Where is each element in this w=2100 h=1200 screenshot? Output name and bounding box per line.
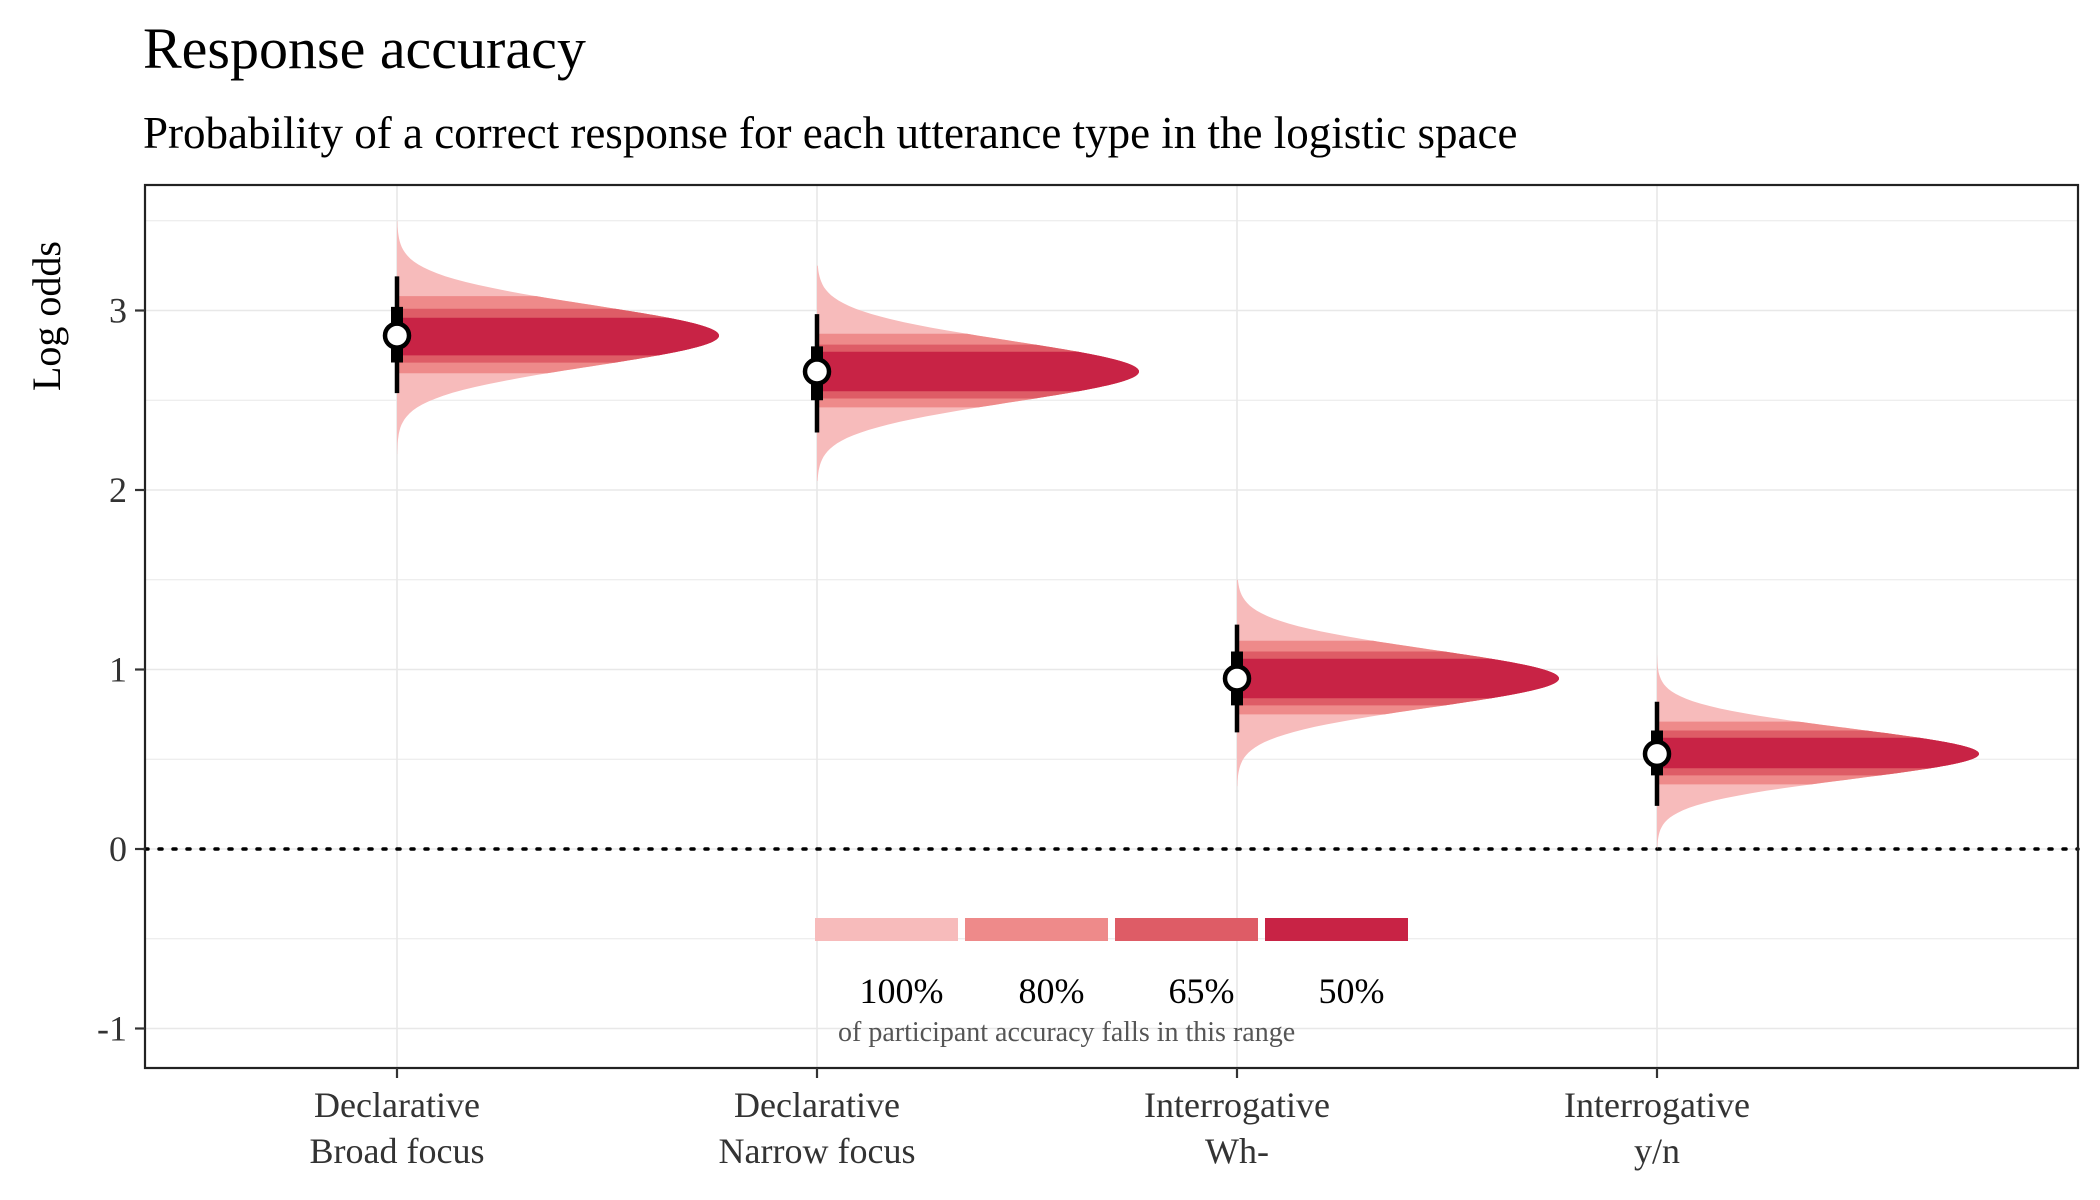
slab-3 xyxy=(1237,579,1559,787)
x-axis: Declarative Broad focus Declarative Narrow … xyxy=(310,1068,1750,1171)
slab-band-50 xyxy=(397,317,719,356)
median-point xyxy=(1222,664,1252,693)
y-tick-label: -1 xyxy=(97,1009,127,1049)
x-tick-label-line2: Broad focus xyxy=(310,1131,485,1171)
x-tick-label-line1: Interrogative xyxy=(1564,1085,1750,1125)
legend-swatch xyxy=(965,918,1108,941)
panel-frame xyxy=(143,183,2080,1070)
x-tick-label-line2: Narrow focus xyxy=(719,1131,916,1171)
slab-band-50 xyxy=(817,351,1139,392)
legend-label: 50% xyxy=(1319,971,1385,1011)
median-point xyxy=(1642,739,1672,769)
legend-swatch xyxy=(815,918,958,941)
x-tick-label-line1: Declarative xyxy=(314,1085,480,1125)
chart-subtitle: Probability of a correct response for ea… xyxy=(143,108,1517,158)
legend-label: 100% xyxy=(860,971,944,1011)
slabs-group xyxy=(397,220,1979,849)
x-tick-label-line2: Wh- xyxy=(1205,1131,1269,1171)
intervals-group xyxy=(382,276,1672,806)
legend-swatch xyxy=(1265,918,1408,941)
legend-swatch xyxy=(1115,918,1258,941)
chart-title: Response accuracy xyxy=(143,16,586,81)
legend-label: 80% xyxy=(1019,971,1085,1011)
slab-band-50 xyxy=(1237,658,1559,699)
interval-4 xyxy=(1642,701,1672,806)
median-point xyxy=(382,321,412,350)
y-tick-label: 2 xyxy=(109,470,127,510)
legend-note: of participant accuracy falls in this ra… xyxy=(838,1017,1295,1048)
interval-3 xyxy=(1222,624,1252,733)
y-tick-label: 0 xyxy=(109,829,127,869)
interval-1 xyxy=(382,276,412,394)
y-tick-label: 1 xyxy=(109,650,127,690)
slab-4 xyxy=(1657,655,1979,849)
slab-2 xyxy=(817,265,1139,481)
legend-label: 65% xyxy=(1169,971,1235,1011)
y-tick-label: 3 xyxy=(109,291,127,331)
y-axis-title: Log odds xyxy=(24,241,69,391)
slab-1 xyxy=(397,220,719,455)
panel-border xyxy=(143,183,2080,1070)
y-axis: -1 0 1 2 3 xyxy=(97,291,145,1049)
x-tick-label-line1: Declarative xyxy=(734,1085,900,1125)
slab-band-50 xyxy=(1657,737,1979,769)
legend: 100% 80% 65% 50% of participant accuracy fal… xyxy=(815,918,1408,1048)
median-point xyxy=(802,357,832,386)
x-tick-label-line1: Interrogative xyxy=(1144,1085,1330,1125)
interval-2 xyxy=(802,314,832,433)
x-tick-label-line2: y/n xyxy=(1634,1131,1680,1171)
